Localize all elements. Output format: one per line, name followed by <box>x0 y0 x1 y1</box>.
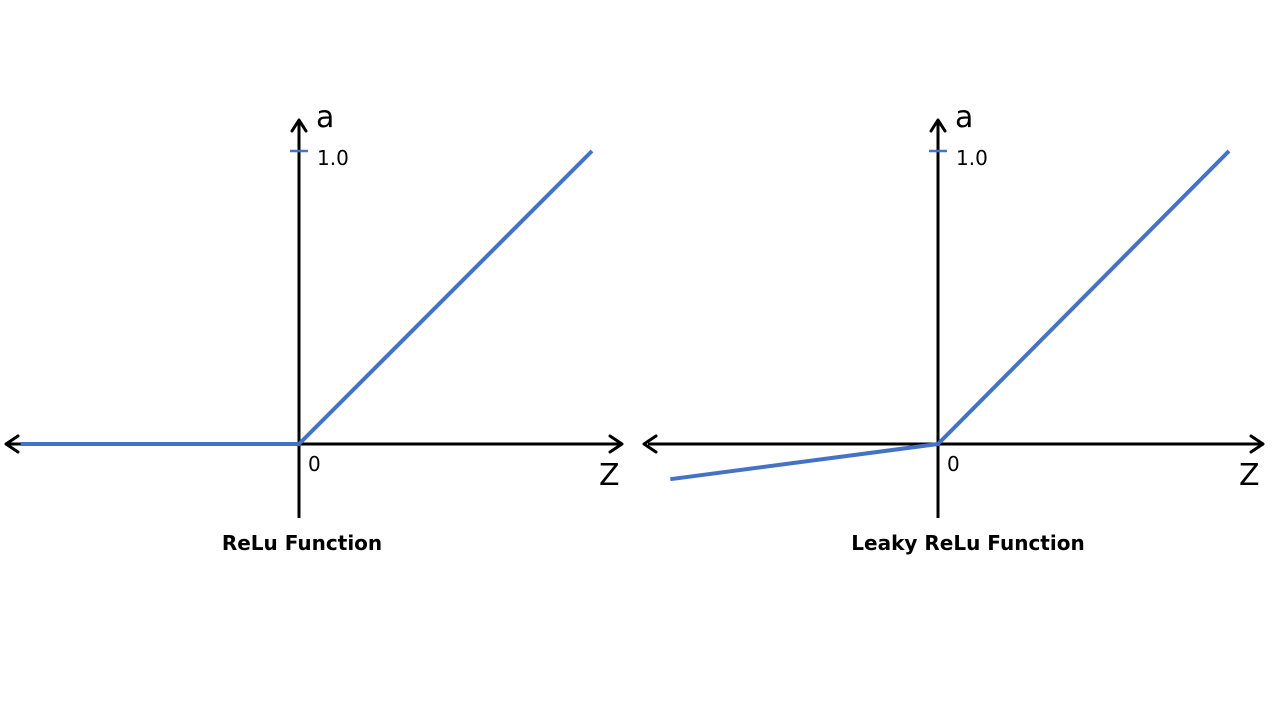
chart-caption: Leaky ReLu Function <box>851 531 1084 555</box>
series-line <box>20 149 594 446</box>
y-tick-label: 1.0 <box>956 146 988 170</box>
x-axis-label: Z <box>1239 458 1260 493</box>
relu-chart: a 1.0 0 Z ReLu Function <box>4 100 624 555</box>
series-line <box>670 149 1231 482</box>
x-axis-label: Z <box>599 458 620 493</box>
y-axis-up-arrow <box>929 118 947 133</box>
x-axis-right-arrow <box>1249 434 1265 454</box>
x-tick-label: 0 <box>947 452 960 476</box>
y-axis-label: a <box>316 100 334 135</box>
x-axis-left-arrow <box>642 434 658 454</box>
x-axis-right-arrow <box>608 434 624 454</box>
y-tick-label: 1.0 <box>317 146 349 170</box>
leaky-relu-chart: a 1.0 0 Z Leaky ReLu Function <box>642 100 1265 555</box>
y-axis-label: a <box>955 100 973 135</box>
x-axis-left-arrow <box>4 434 20 454</box>
x-tick-label: 0 <box>308 452 321 476</box>
chart-caption: ReLu Function <box>222 531 382 555</box>
y-axis-up-arrow <box>290 118 308 133</box>
